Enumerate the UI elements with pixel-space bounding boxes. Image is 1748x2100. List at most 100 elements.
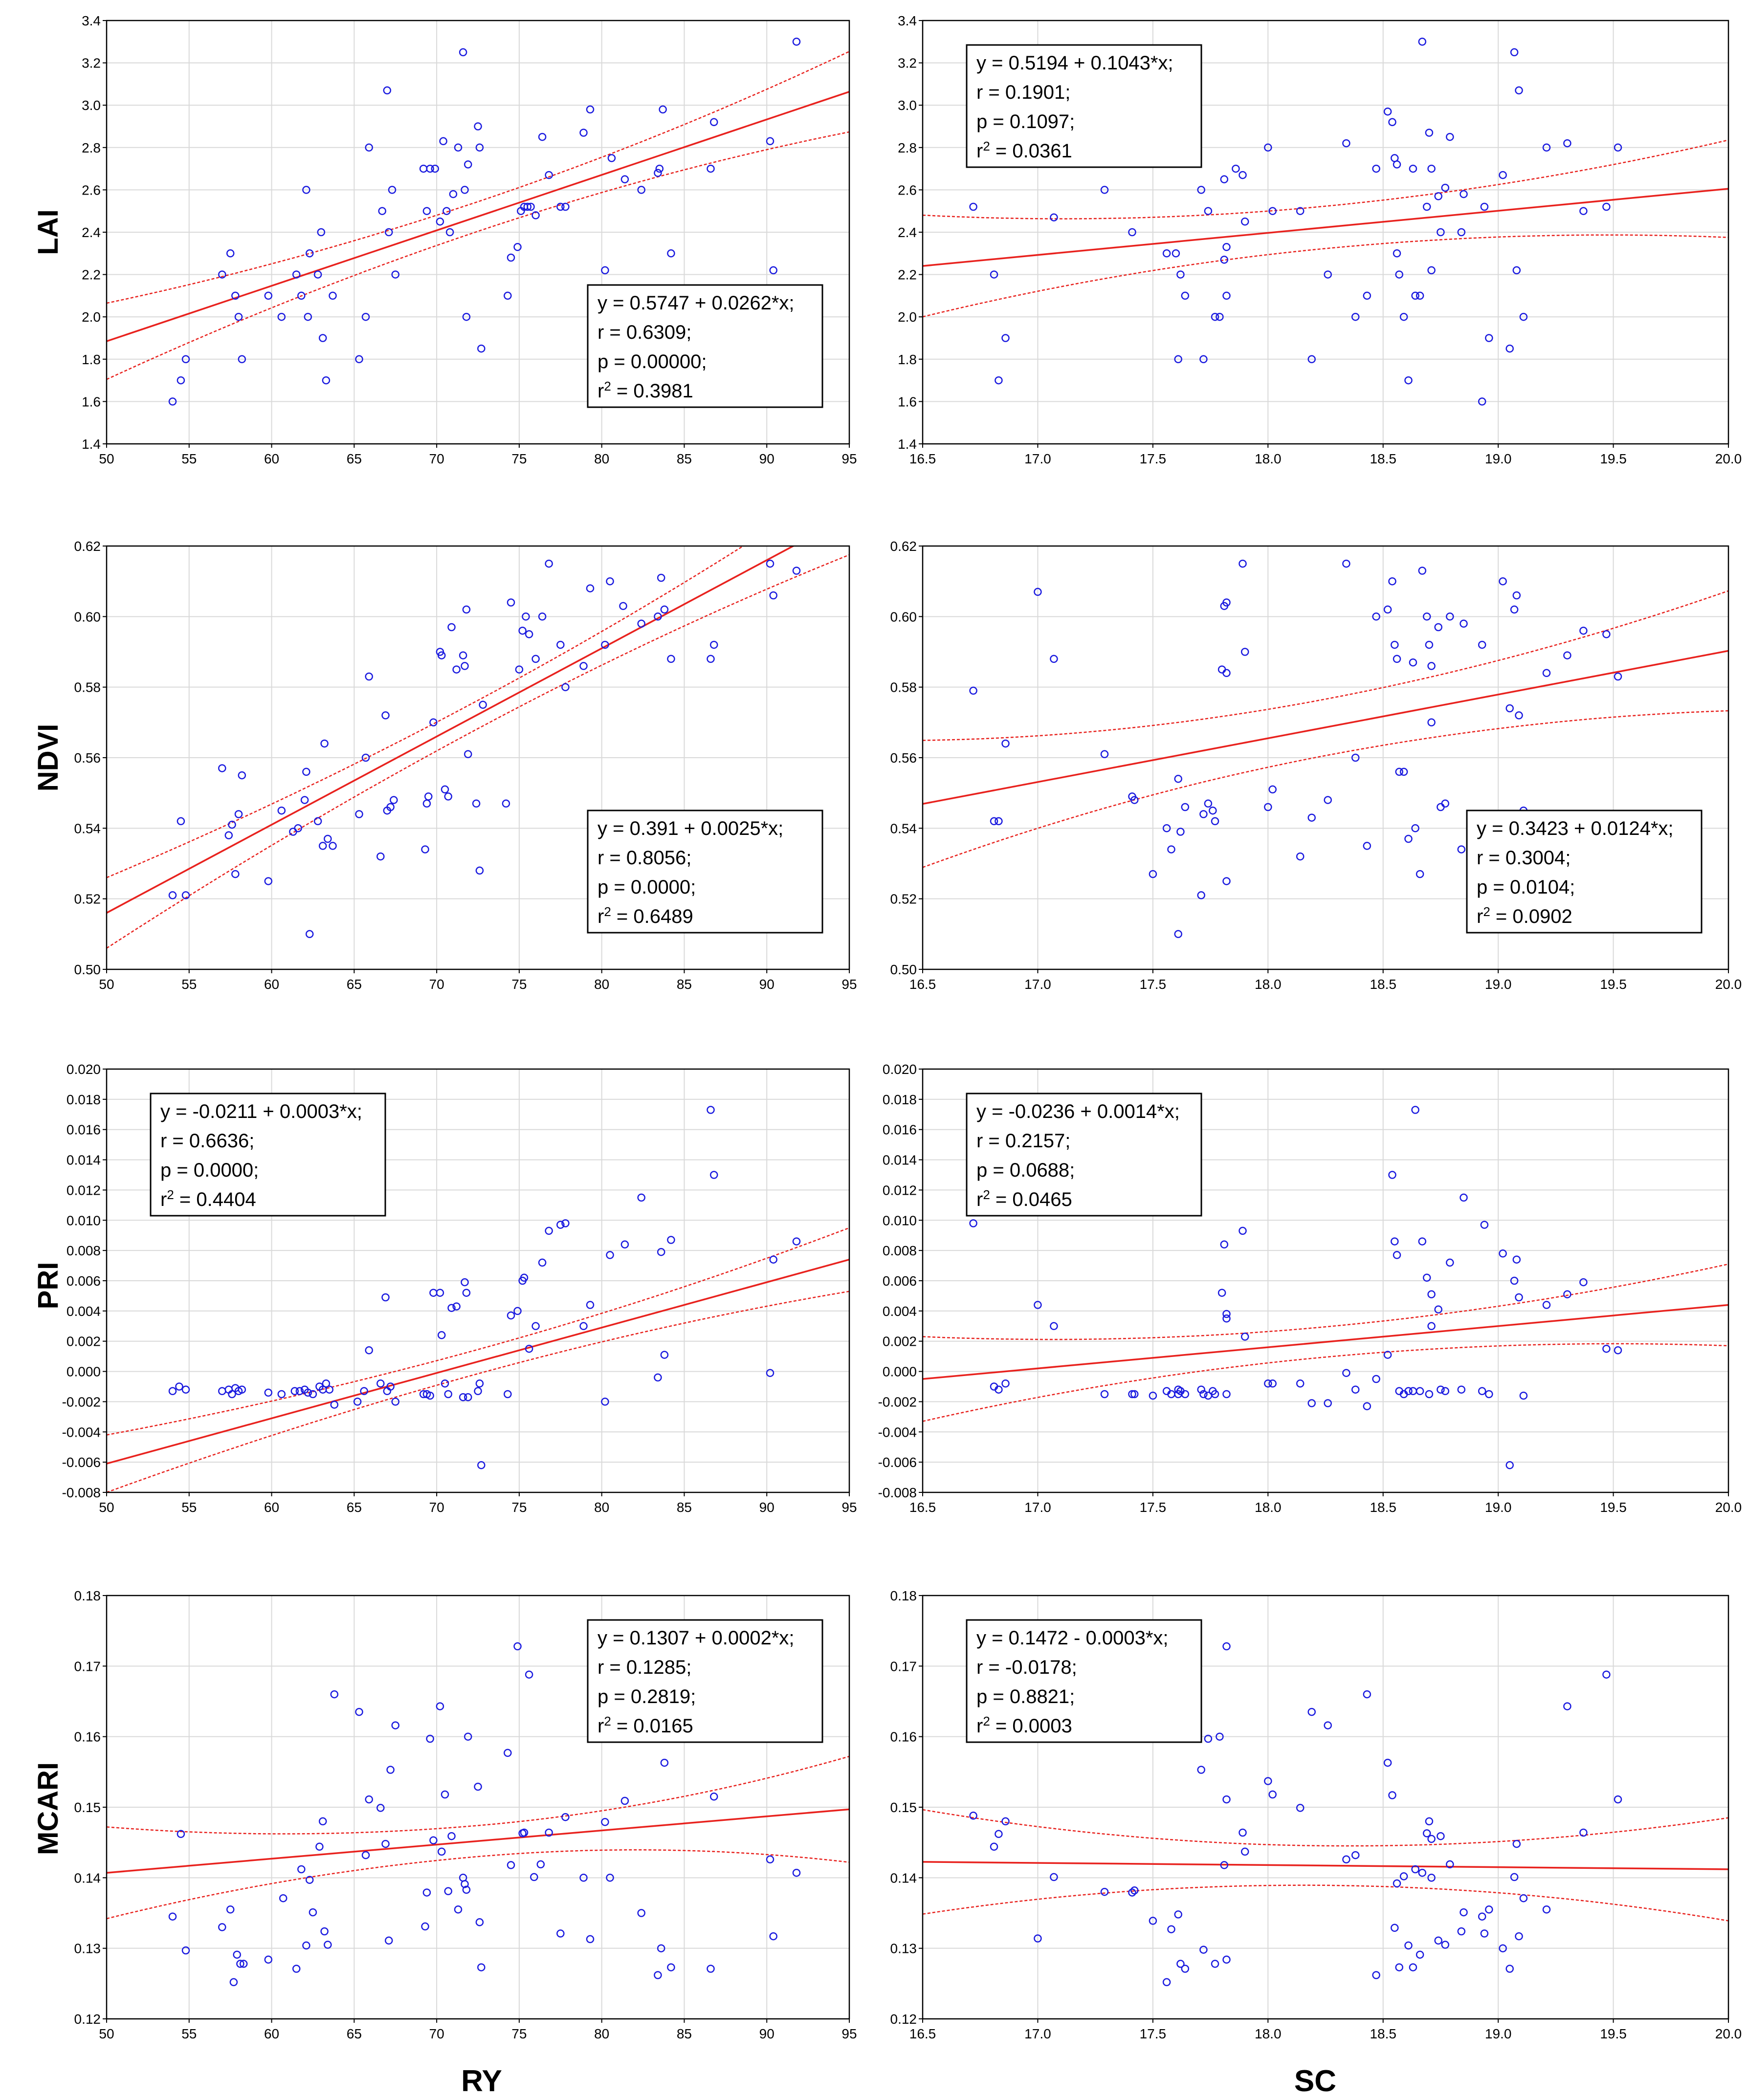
data-point xyxy=(1422,1273,1431,1282)
data-point xyxy=(181,1946,190,1955)
y-tick-label: 0.16 xyxy=(890,1729,917,1745)
stats-line: p = 0.0000; xyxy=(597,876,696,898)
data-point xyxy=(620,175,629,184)
data-point xyxy=(302,767,310,776)
data-point xyxy=(1176,828,1185,836)
data-point xyxy=(1351,1851,1360,1859)
data-point xyxy=(329,842,337,850)
data-point xyxy=(459,651,467,659)
plot-frame xyxy=(106,1595,850,2020)
data-point xyxy=(391,1398,399,1406)
data-point xyxy=(1222,877,1231,885)
data-point xyxy=(277,1390,286,1399)
data-point xyxy=(1510,1276,1519,1285)
data-point xyxy=(1050,1873,1058,1881)
y-tick-label: 1.6 xyxy=(82,394,101,409)
data-point xyxy=(1363,1690,1372,1699)
data-points xyxy=(168,559,801,939)
panel-pri-vs-sc: 16.5 17.0 17.5 18.0 18.5 19.0 19.5 20.0 -0.008 -0… xyxy=(878,1062,1742,1515)
data-point xyxy=(1239,559,1247,568)
data-point xyxy=(1181,1965,1190,1973)
data-point xyxy=(325,1385,333,1394)
x-tick-label: 55 xyxy=(181,451,197,466)
x-tick-label: 17.0 xyxy=(1024,1500,1051,1515)
data-point xyxy=(536,1860,545,1869)
data-point xyxy=(443,207,451,215)
data-point xyxy=(1478,1387,1486,1396)
y-tick-label: 0.002 xyxy=(66,1334,101,1349)
x-tick-label: 20.0 xyxy=(1715,977,1742,992)
stats-line: r2 = 0.0003 xyxy=(976,1714,1072,1737)
y-tick-label: 0.018 xyxy=(66,1092,101,1107)
confidence-band-lower xyxy=(923,234,1728,318)
data-point xyxy=(586,584,595,592)
data-point xyxy=(1393,160,1401,169)
data-point xyxy=(444,1887,452,1896)
x-tick-label: 80 xyxy=(594,1500,609,1515)
panel-lai-vs-sc: 16.5 17.0 17.5 18.0 18.5 19.0 19.5 20.0 1.4 1.6 1.… xyxy=(898,13,1742,466)
data-point xyxy=(233,1950,241,1959)
data-point xyxy=(1001,334,1010,342)
data-point xyxy=(238,1385,246,1394)
data-point xyxy=(477,1963,486,1971)
data-point xyxy=(295,1387,304,1396)
data-point xyxy=(1167,845,1175,853)
data-point xyxy=(454,1905,463,1914)
y-tick-label: 0.14 xyxy=(890,1870,917,1885)
data-point xyxy=(447,623,456,632)
data-point xyxy=(459,1393,467,1401)
data-point xyxy=(329,291,337,300)
data-point xyxy=(1404,376,1413,385)
data-point xyxy=(586,1301,595,1309)
data-point xyxy=(1460,619,1468,628)
data-point xyxy=(607,154,616,162)
data-point xyxy=(657,1944,665,1952)
data-point xyxy=(454,143,463,152)
data-point xyxy=(436,218,444,226)
data-point xyxy=(1351,753,1360,762)
data-point xyxy=(1480,1221,1489,1229)
data-point xyxy=(390,796,398,804)
data-point xyxy=(969,1219,977,1227)
data-point xyxy=(1240,218,1249,226)
data-point xyxy=(1388,577,1396,586)
data-point xyxy=(1240,1847,1249,1856)
x-tick-label: 19.5 xyxy=(1600,2026,1627,2041)
data-point xyxy=(1602,630,1611,638)
x-tick-label: 19.5 xyxy=(1600,977,1627,992)
data-point xyxy=(429,1836,438,1845)
data-point xyxy=(1383,107,1392,116)
data-point xyxy=(441,785,449,794)
data-point xyxy=(1515,86,1523,95)
data-point xyxy=(1174,1910,1182,1919)
x-tick-label: 19.5 xyxy=(1600,451,1627,466)
data-point xyxy=(1268,785,1277,794)
data-point xyxy=(1181,291,1190,300)
data-point xyxy=(302,1941,310,1950)
data-point xyxy=(324,834,332,843)
data-point xyxy=(969,686,977,695)
data-point xyxy=(444,1390,452,1399)
data-point xyxy=(1174,775,1182,783)
data-point xyxy=(1478,397,1486,406)
data-point xyxy=(353,1398,362,1406)
data-point xyxy=(231,870,240,878)
confidence-band-upper xyxy=(107,1755,849,1835)
data-point xyxy=(518,626,527,635)
data-point xyxy=(365,143,373,152)
data-point xyxy=(667,1236,675,1244)
data-point xyxy=(1602,1670,1611,1679)
data-point xyxy=(660,1351,669,1359)
data-point xyxy=(437,651,446,659)
data-point xyxy=(520,1828,529,1837)
stats-line: y = 0.1307 + 0.0002*x; xyxy=(597,1627,795,1649)
y-tick-label: 0.004 xyxy=(66,1304,101,1319)
data-point xyxy=(264,1388,273,1397)
data-point xyxy=(561,1219,570,1227)
data-point xyxy=(1128,1390,1136,1399)
y-tick-label: -0.008 xyxy=(878,1485,917,1500)
data-point xyxy=(667,1963,675,1971)
x-tick-label: 60 xyxy=(264,1500,279,1515)
data-point xyxy=(579,1322,588,1331)
data-point xyxy=(1478,640,1486,649)
